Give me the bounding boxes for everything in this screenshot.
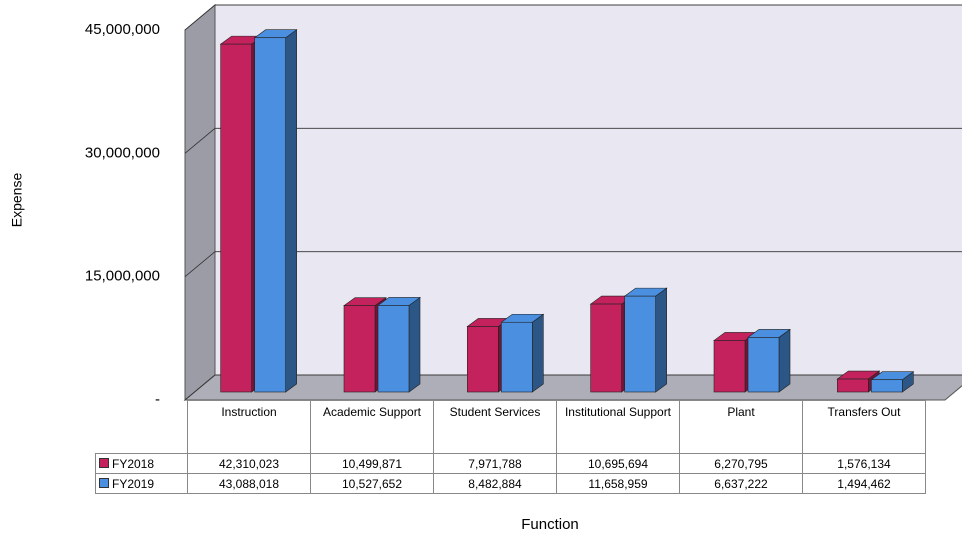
data-table: Instruction Academic Support Student Servi… [95, 400, 926, 494]
bar-front [220, 43, 252, 393]
table-row: FY2019 43,088,018 10,527,652 8,482,884 11,65… [95, 473, 926, 494]
bar-side [778, 328, 791, 393]
bar-front [501, 321, 533, 393]
bar [377, 296, 421, 393]
legend-swatch [99, 477, 109, 488]
bar-front [747, 337, 780, 393]
grid-line [184, 251, 962, 277]
y-axis-label: Expense [9, 173, 25, 228]
data-label: 11,658,959 [556, 473, 680, 494]
data-label: 10,527,652 [310, 473, 434, 494]
bar-front [837, 378, 869, 393]
bar [870, 371, 915, 393]
grid-line [184, 127, 962, 154]
data-label: 1,576,134 [802, 453, 926, 474]
bar [253, 29, 298, 393]
back-wall [214, 4, 962, 376]
bar-side [655, 287, 667, 393]
data-label: 6,637,222 [679, 473, 803, 494]
bar-front [871, 379, 903, 393]
y-tick-label: 45,000,000 [85, 21, 160, 38]
x-tick-label: Academic Support [310, 400, 434, 454]
data-label: 42,310,023 [187, 453, 311, 474]
x-tick-label: Instruction [187, 400, 311, 454]
bar [500, 313, 545, 393]
legend-entry: FY2018 [95, 453, 188, 474]
table-corner [96, 401, 188, 454]
bar-front [590, 303, 622, 393]
bar-front [254, 37, 286, 393]
x-tick-label: Transfers Out [802, 400, 926, 454]
x-tick-label: Plant [679, 400, 803, 454]
bar-front [377, 305, 410, 393]
bar-side [532, 313, 544, 393]
y-tick-label: 15,000,000 [85, 268, 160, 285]
bar-front [343, 305, 376, 393]
data-label: 10,499,871 [310, 453, 434, 474]
legend-label: FY2018 [112, 456, 155, 471]
data-label: 7,971,788 [433, 453, 557, 474]
x-tick-label: Student Services [433, 400, 557, 454]
side-wall [184, 3, 216, 402]
table-header: Instruction Academic Support Student Servi… [96, 400, 926, 454]
bar-front [467, 326, 499, 393]
bar [623, 287, 668, 393]
x-tick-label: Institutional Support [556, 400, 680, 454]
x-axis-label: Function [521, 516, 579, 533]
legend-entry: FY2019 [95, 473, 188, 494]
legend-swatch [99, 457, 109, 468]
y-tick-label: - [155, 391, 160, 408]
grid-line [184, 4, 962, 31]
y-tick-label: 30,000,000 [85, 144, 160, 161]
bar-side [285, 29, 297, 393]
table-row: FY2018 42,310,023 10,499,871 7,971,788 10,69… [95, 453, 926, 474]
bar [747, 328, 791, 393]
legend-label: FY2019 [112, 476, 155, 491]
data-label: 1,494,462 [802, 473, 926, 494]
data-label: 43,088,018 [187, 473, 311, 494]
data-label: 6,270,795 [679, 453, 803, 474]
data-label: 10,695,694 [556, 453, 680, 474]
bar-front [713, 340, 746, 393]
bar-side [408, 296, 421, 393]
data-label: 8,482,884 [433, 473, 557, 494]
bar-front [624, 295, 656, 393]
